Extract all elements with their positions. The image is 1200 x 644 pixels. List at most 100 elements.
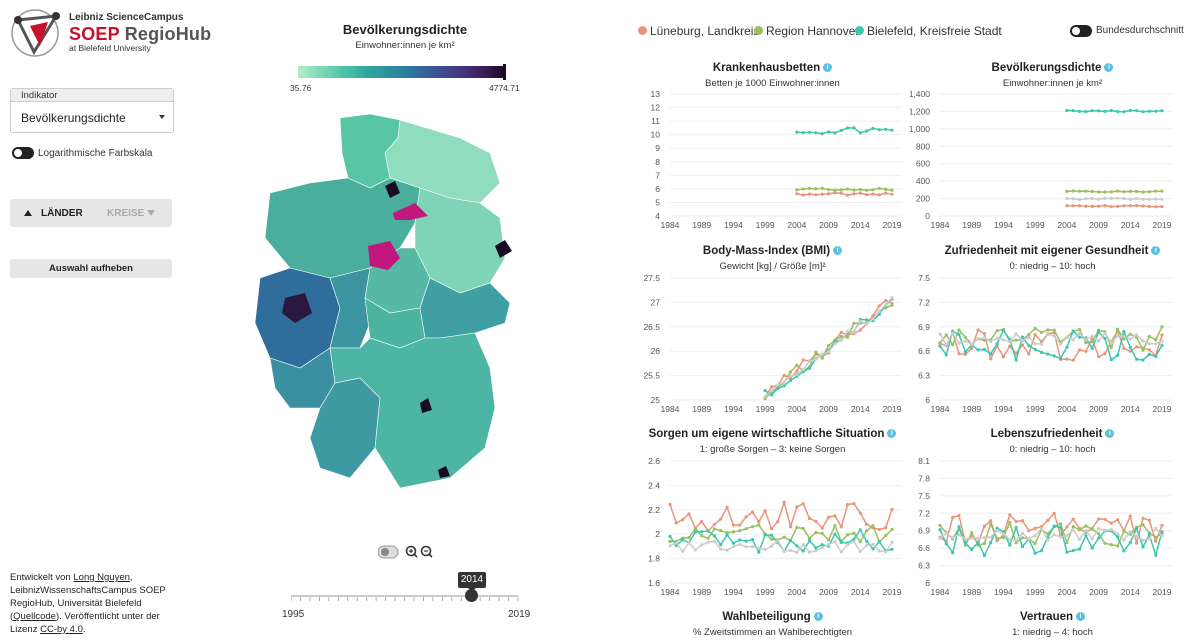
series-point (719, 543, 723, 547)
series-point (865, 322, 869, 326)
series-point (1097, 204, 1101, 208)
info-icon[interactable]: i (823, 63, 833, 72)
series-point (1077, 204, 1082, 208)
chart-subtitle-bevoelkerungsdichte: Einwohner:innen je km² (1002, 78, 1103, 89)
y-tick-label: 200 (916, 194, 930, 204)
level-laender-button[interactable]: LÄNDER (41, 208, 83, 219)
series-point (1014, 338, 1018, 342)
info-icon[interactable]: i (1076, 612, 1086, 621)
series-point (982, 338, 986, 342)
color-scale-bar (298, 66, 506, 78)
series-point (884, 299, 888, 303)
series-point (1103, 336, 1107, 341)
series-point (693, 527, 697, 531)
chart-subtitle-lebenszufriedenheit: 0: niedrig – 10: hoch (1009, 444, 1096, 455)
triangle-down-icon[interactable] (147, 210, 155, 216)
series-point (1020, 536, 1025, 540)
series-point (1020, 519, 1025, 523)
series-point (989, 352, 993, 356)
info-icon[interactable]: i (1104, 63, 1114, 72)
series-point (1065, 108, 1069, 113)
x-tick-label: 1999 (756, 220, 775, 230)
region-ruhr[interactable] (282, 293, 312, 323)
series-point (833, 342, 837, 346)
series-point (833, 191, 837, 195)
series-point (1052, 354, 1056, 358)
series-point (871, 188, 875, 192)
zoom-out-icon[interactable] (420, 545, 433, 558)
series-point (1141, 348, 1145, 352)
region-muenchen[interactable] (438, 466, 450, 478)
series-point (865, 522, 869, 526)
region-hamburg[interactable] (385, 181, 400, 198)
series-line (669, 539, 893, 554)
series-point (776, 386, 780, 390)
legend-label-bielefeld[interactable]: Bielefeld, Kreisfreie Stadt (867, 24, 1002, 38)
series-point (1084, 110, 1088, 114)
clear-selection-button[interactable]: Auswahl aufheben (10, 259, 172, 278)
zoom-in-icon[interactable] (405, 545, 418, 558)
series-point (839, 525, 843, 529)
region-lueneburg-highlight[interactable] (393, 203, 428, 220)
x-tick-label: 2019 (883, 220, 902, 230)
info-icon[interactable]: i (833, 246, 843, 255)
series-point (976, 337, 980, 341)
national-average-toggle[interactable] (1070, 25, 1092, 37)
series-point (833, 514, 837, 518)
series-point (827, 188, 831, 192)
germany-map[interactable] (250, 108, 560, 528)
region-muenchen-area[interactable] (420, 398, 432, 413)
author-link[interactable]: Long Nguyen (73, 572, 130, 583)
series-point (852, 540, 856, 544)
log-scale-toggle[interactable] (12, 147, 34, 159)
series-point (839, 188, 843, 192)
indicator-select[interactable]: Indikator Bevölkerungsdichte (10, 88, 174, 133)
series-point (833, 131, 837, 135)
scale-min-label: 35.76 (290, 83, 312, 93)
region-hannover-highlight[interactable] (368, 241, 400, 270)
series-point (884, 127, 888, 131)
license-link[interactable]: CC-by 4.0 (40, 624, 83, 635)
series-point (884, 303, 888, 307)
year-slider-knob[interactable] (465, 589, 478, 602)
y-tick-label: 1.8 (648, 554, 660, 564)
series-point (820, 132, 824, 136)
region-berlin[interactable] (495, 240, 512, 258)
legend-label-hannover[interactable]: Region Hannover (766, 24, 860, 38)
info-icon[interactable]: i (1105, 429, 1115, 438)
series-point (846, 329, 850, 333)
info-icon[interactable]: i (887, 429, 897, 438)
info-icon[interactable]: i (813, 612, 823, 621)
series-point (1020, 335, 1025, 339)
series-point (1135, 541, 1139, 545)
chart-title-bevoelkerungsdichte: Bevölkerungsdichte i (920, 62, 1185, 74)
series-point (820, 356, 824, 360)
level-kreise-button[interactable]: KREISE (107, 208, 145, 219)
source-link[interactable]: Quellcode (13, 611, 56, 622)
info-icon[interactable]: i (1151, 246, 1161, 255)
series-point (687, 536, 691, 540)
series-point (814, 357, 818, 361)
series-point (1109, 358, 1113, 362)
series-point (1141, 516, 1145, 520)
series-point (1065, 197, 1069, 201)
triangle-up-icon[interactable] (24, 210, 32, 216)
region-by[interactable] (329, 332, 496, 489)
series-point (989, 541, 993, 545)
year-slider-track[interactable] (291, 595, 518, 597)
series-point (693, 548, 697, 552)
series-point (970, 547, 974, 551)
region-he[interactable] (329, 267, 371, 349)
series-point (951, 536, 955, 540)
series-point (738, 538, 742, 542)
legend-label-lueneburg[interactable]: Lüneburg, Landkreis (650, 24, 760, 38)
series-point (1014, 332, 1018, 336)
series-point (1039, 350, 1044, 354)
series-point (1135, 357, 1139, 361)
